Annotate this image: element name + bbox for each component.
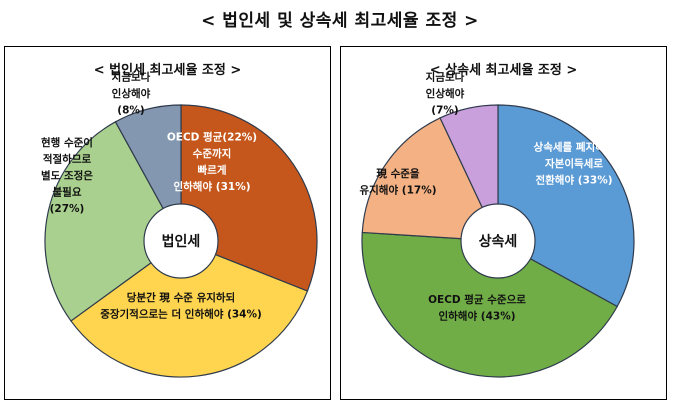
panel-inheritance-tax: < 상속세 최고세율 조정 > 상속세 상속세를 폐지하고 자본이득세로 전환해야 (… [340,46,667,400]
inheritance-chart-title: < 상속세 최고세율 조정 > [429,63,578,78]
inheritance-slice-1-label: 상속세를 폐지하고 자본이득세로 전환해야 (33%) [534,141,615,187]
corporate-slice-4-label: 지금보다 인상해야 (8%) [112,71,151,117]
corporate-tax-donut: 법인세 OECD 평균(22%) 수준까지 빠르게 인하해야 (31%) 당분간 現 수준… [41,71,318,378]
inheritance-slice-2-label: OECD 평균 수준으로 인하해야 (43%) [428,293,526,323]
corporate-donut-hole [143,203,219,279]
corporate-slice-3 [44,121,182,322]
inheritance-donut-hole [460,203,536,279]
inheritance-slice-2 [361,231,618,378]
inheritance-slice-4-label: 지금보다 인상해야 (7%) [426,71,465,117]
corporate-slice-1-label: OECD 평균(22%) 수준까지 빠르게 인하해야 (31%) [167,130,257,193]
inheritance-tax-donut: 상속세 상속세를 폐지하고 자본이득세로 전환해야 (33%) OECD 평균 수준으로… [359,71,635,378]
corporate-slice-3-label: 현행 수준이 적절하므로 별도 조정은 불필요 (27%) [41,136,93,215]
panel-corporate-tax: < 법인세 최고세율 조정 > 법인세 OECD 평균(22%) 수준까지 빠르게 인하… [4,46,331,400]
main-title: < 법인세 및 상속세 최고세율 조정 > [201,11,479,31]
corporate-chart-title: < 법인세 최고세율 조정 > [93,63,242,78]
inheritance-center-label: 상속세 [479,234,518,250]
inheritance-slice-3 [361,117,499,242]
corporate-slice-2-label: 당분간 現 수준 유지하되 중장기적으로는 더 인하해야 (34%) [100,291,262,321]
corporate-center-label: 법인세 [162,233,201,250]
inheritance-slice-3-label: 現 수준을 유지해야 (17%) [359,168,436,197]
corporate-slice-2 [70,240,309,378]
corporate-slice-4 [114,104,182,242]
